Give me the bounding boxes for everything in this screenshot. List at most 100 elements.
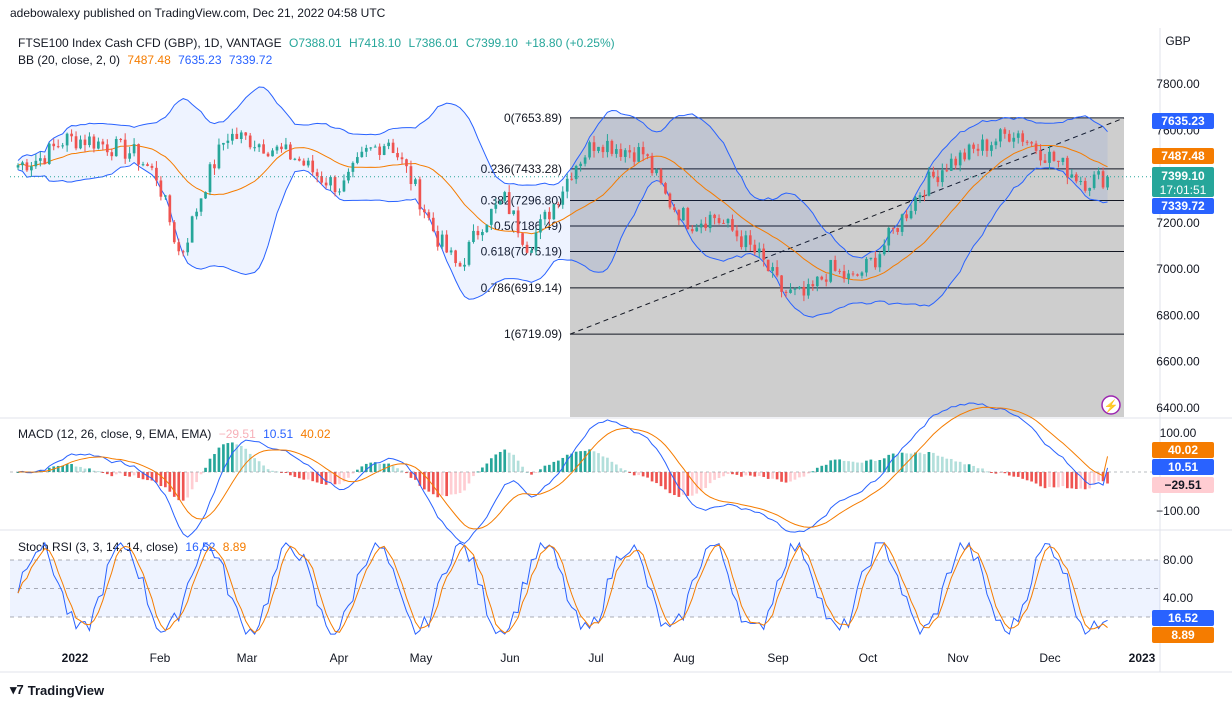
- macd-hist-bar: [431, 472, 435, 495]
- candle: [704, 223, 707, 229]
- bb-upper-value: 7635.23: [178, 53, 222, 67]
- macd-hist-bar: [574, 451, 578, 472]
- candle: [516, 210, 520, 234]
- time-axis-label: 2023: [1129, 651, 1156, 665]
- macd-hist-bar: [1074, 472, 1078, 490]
- candle: [958, 152, 962, 166]
- candle: [1039, 150, 1042, 161]
- macd-hist-bar: [382, 463, 386, 472]
- macd-hist-bar: [802, 472, 806, 477]
- macd-hist-bar: [239, 445, 243, 472]
- macd-hist-bar: [1061, 472, 1065, 487]
- macd-scale-tick: 100.00: [1160, 426, 1197, 440]
- candle: [159, 180, 163, 197]
- candle: [882, 245, 886, 255]
- candle: [994, 141, 998, 146]
- last-price-tag-bg: [1152, 167, 1214, 197]
- macd-hist-bar: [467, 472, 471, 484]
- candle: [56, 146, 60, 148]
- macd-hist-bar: [744, 472, 748, 476]
- candle: [235, 133, 239, 139]
- macd-hist-bar: [990, 472, 993, 473]
- macd-hist-bar: [976, 468, 980, 472]
- macd-hist-bar: [556, 460, 560, 472]
- candle: [690, 229, 694, 232]
- macd-hist-bar: [579, 451, 582, 472]
- candle: [494, 204, 498, 209]
- stoch-k-tag-bg: [1152, 610, 1214, 626]
- macd-hist-bar: [856, 462, 859, 472]
- macd-hist-bar: [409, 472, 413, 478]
- candle: [860, 272, 864, 276]
- candle: [275, 146, 279, 151]
- macd-hist-bar: [177, 472, 181, 501]
- macd-hist-bar: [70, 464, 73, 472]
- candle: [137, 144, 140, 165]
- macd-hist-bar: [378, 463, 382, 472]
- candle: [92, 136, 96, 149]
- bb-lower-value: 7339.72: [228, 53, 273, 67]
- macd-hist-bar: [918, 452, 922, 472]
- candle: [802, 286, 806, 296]
- candle: [16, 165, 20, 168]
- macd-hist-bar: [396, 468, 399, 472]
- macd-hist-bar: [1043, 472, 1047, 489]
- macd-hist-bar: [981, 468, 984, 472]
- macd-hist-bar: [771, 472, 774, 479]
- candle: [744, 235, 748, 248]
- candle: [423, 209, 426, 213]
- candle: [498, 200, 502, 205]
- candle: [1070, 174, 1074, 178]
- last-price-tag: 7399.10: [1161, 169, 1205, 183]
- macd-hist-bar: [400, 470, 404, 472]
- candle: [615, 149, 618, 154]
- candle: [963, 152, 966, 160]
- macd-hist-bar: [123, 472, 127, 477]
- stoch-k-line: [17, 541, 1108, 636]
- price-scale-tick: 7200.00: [1156, 216, 1200, 230]
- stoch-d-value: 8.89: [222, 540, 247, 554]
- macd-hist-bar: [655, 472, 658, 484]
- candle: [762, 248, 766, 260]
- candle: [807, 284, 810, 296]
- fib-level-label: 0(7653.89): [504, 111, 562, 125]
- bb-upper-tag-bg: [1152, 113, 1214, 129]
- macd-hist-bar: [570, 453, 574, 472]
- macd-hist-bar: [449, 472, 453, 495]
- candle: [757, 248, 761, 253]
- macd-hist-bar: [476, 471, 480, 473]
- candle: [923, 195, 926, 197]
- candle: [25, 162, 29, 171]
- stoch-band: [10, 560, 1160, 617]
- macd-hist-bar: [1052, 472, 1056, 488]
- macd-hist-bar: [213, 454, 216, 472]
- macd-hist-bar: [485, 463, 489, 472]
- candle: [976, 148, 980, 151]
- candle: [105, 144, 109, 153]
- candle: [664, 183, 667, 194]
- macd-hist-bar: [731, 472, 734, 475]
- fib-level-label: 1(6719.09): [504, 327, 562, 341]
- candle: [677, 209, 681, 221]
- candle: [740, 236, 743, 248]
- macd-hist-bar: [1079, 472, 1083, 489]
- macd-hist-bar: [1007, 472, 1011, 476]
- candle: [445, 234, 449, 253]
- candle: [949, 158, 953, 171]
- macd-hist-bar: [811, 471, 815, 473]
- macd-hist-bar: [494, 454, 498, 472]
- candle: [342, 180, 346, 192]
- macd-hist-bar: [97, 471, 100, 473]
- macd-hist-bar: [860, 462, 864, 472]
- candle: [467, 241, 471, 265]
- candle: [427, 212, 431, 218]
- macd-hist-bar: [1057, 472, 1060, 488]
- candle: [681, 207, 685, 221]
- candle: [271, 150, 274, 157]
- macd-hist-bar: [208, 458, 212, 472]
- macd-hist-bar: [789, 472, 792, 482]
- macd-hist-bar: [65, 464, 69, 472]
- macd-signal-value: 40.02: [300, 427, 331, 441]
- candle: [400, 157, 404, 160]
